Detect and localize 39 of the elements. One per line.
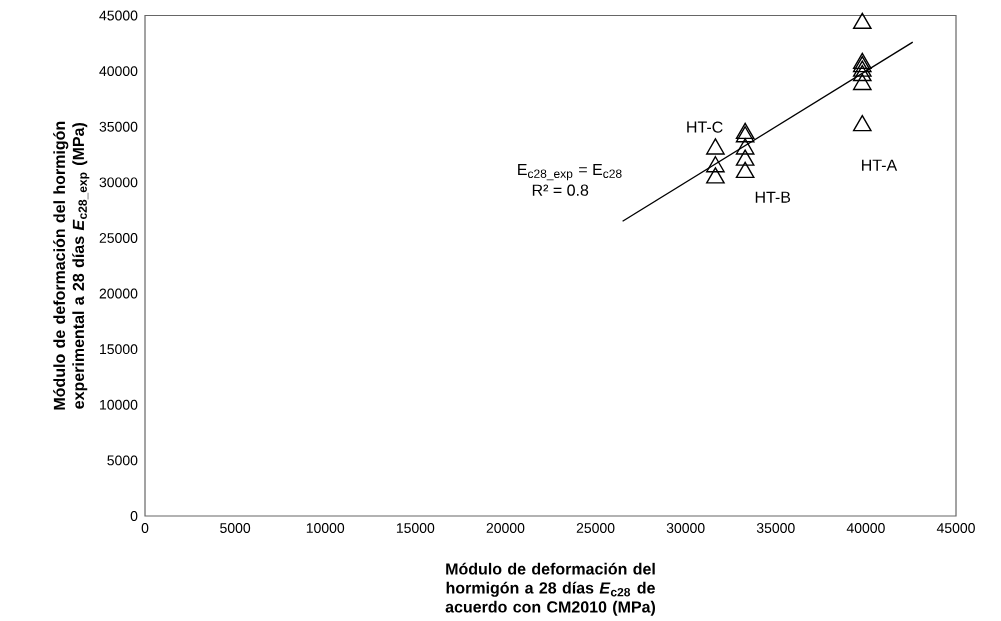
x-tick-label: 40000 xyxy=(846,523,885,533)
point xyxy=(852,64,872,82)
point xyxy=(706,138,725,155)
x-tick-label: 10000 xyxy=(306,523,345,533)
y-tick-label: 30000 xyxy=(99,177,138,188)
y-tick-label: 25000 xyxy=(99,233,138,243)
annotation: E$_{c28_exp}$ = E$_{c28}$ xyxy=(518,163,622,181)
y-tick-label: 20000 xyxy=(99,288,138,299)
x-tick-label: 30000 xyxy=(666,523,705,533)
point xyxy=(735,126,755,143)
annotation: HT-B xyxy=(755,191,791,203)
x-tick-label: 45000 xyxy=(936,523,975,533)
y-tick-label: 15000 xyxy=(100,344,138,355)
y-tick-label: 10000 xyxy=(100,399,138,410)
x-tick-label: 35000 xyxy=(756,523,795,533)
point xyxy=(852,73,872,91)
y-tick-label: 5000 xyxy=(107,455,138,466)
y-tick-label: 40000 xyxy=(99,66,138,77)
x-tick-label: 15000 xyxy=(396,523,435,533)
point xyxy=(852,60,872,77)
point xyxy=(706,156,725,173)
point xyxy=(735,161,755,179)
point xyxy=(735,149,755,166)
x-tick-label: 25000 xyxy=(576,523,615,533)
annotation: HT-A xyxy=(862,159,898,171)
y-tick-label: 35000 xyxy=(99,121,138,132)
point xyxy=(706,167,725,184)
x-tick-label: 5000 xyxy=(220,523,251,533)
point xyxy=(735,122,755,140)
x-tick-label: 0 xyxy=(141,523,149,533)
annotation: HT-C xyxy=(687,121,723,133)
y-tick-label: 0 xyxy=(130,511,138,521)
point xyxy=(852,12,872,29)
point xyxy=(735,138,755,155)
x-axis-title: Módulo de deformación del hormigón a 28 días E$_{c28}$ de acuerdo con CM2010 (MPa) xyxy=(445,562,656,616)
point xyxy=(852,114,872,132)
x-tick-label: 20000 xyxy=(486,523,525,533)
y-tick-label: 45000 xyxy=(99,10,138,21)
annotation: R² = 0.8 xyxy=(532,184,589,196)
